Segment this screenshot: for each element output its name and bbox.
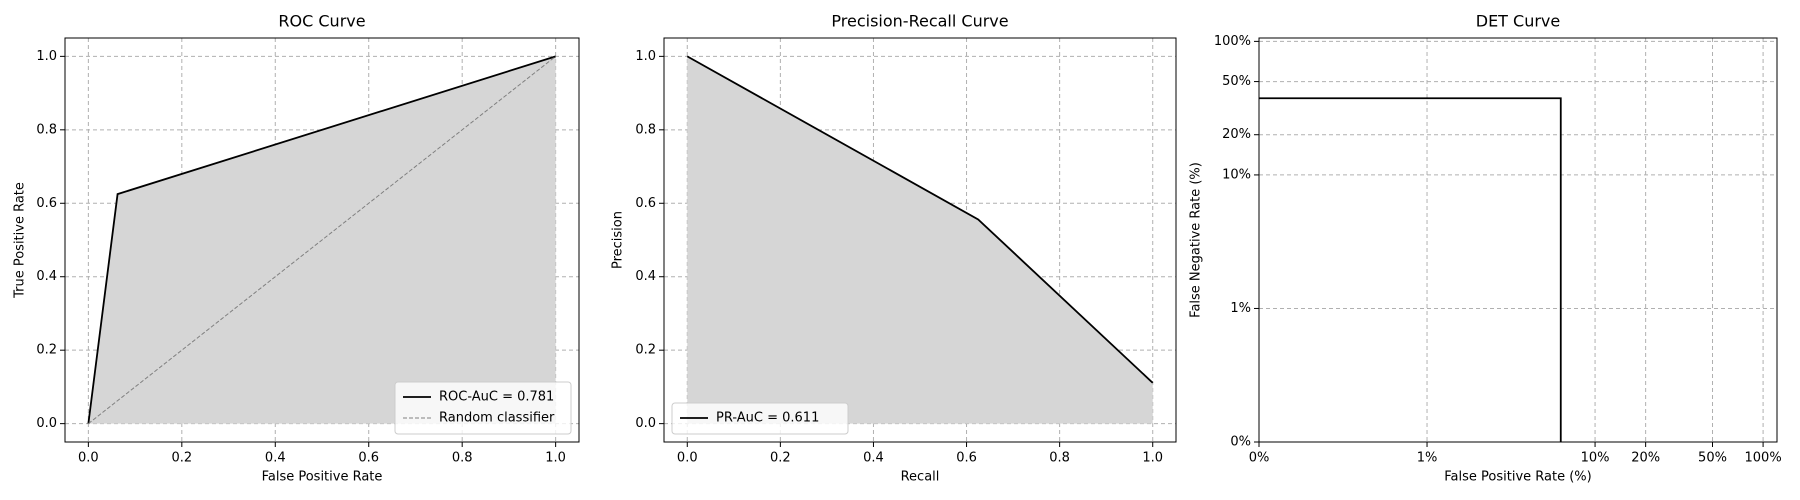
x-tick-label: 1% [1417, 451, 1438, 466]
x-tick-label: 100% [1745, 451, 1782, 466]
y-tick-label: 20% [1222, 127, 1251, 142]
y-tick-label: 0.8 [36, 122, 57, 137]
x-axis-label: False Positive Rate [262, 470, 383, 485]
y-tick-label: 0% [1230, 435, 1251, 450]
y-tick-label: 1.0 [36, 49, 57, 64]
legend: PR-AuC = 0.611 [671, 402, 849, 435]
x-tick-label: 0.8 [452, 451, 473, 466]
curve [1259, 97, 1562, 442]
y-tick-label: 10% [1222, 167, 1251, 182]
axes-frame [64, 37, 580, 443]
curve [87, 55, 556, 424]
y-tick-label: 0.4 [36, 269, 57, 284]
x-tick-label: 0% [1249, 451, 1270, 466]
x-tick-label: 10% [1581, 451, 1610, 466]
curve [686, 55, 1154, 384]
chart-title: ROC Curve [278, 12, 365, 31]
x-tick-label: 0.2 [171, 451, 192, 466]
y-axis-label: True Positive Rate [13, 182, 28, 299]
y-tick-label: 0.6 [635, 196, 656, 211]
x-tick-label: 1.0 [545, 451, 566, 466]
y-tick-label: 1% [1230, 301, 1251, 316]
x-tick-label: 0.8 [1049, 451, 1070, 466]
y-tick-label: 0.2 [635, 343, 656, 358]
x-tick-label: 1.0 [1142, 451, 1163, 466]
legend-label: Random classifier [439, 411, 555, 426]
x-tick-label: 0.6 [358, 451, 379, 466]
curve [88, 55, 556, 425]
legend-box [394, 381, 572, 435]
chart-title: DET Curve [1476, 12, 1561, 31]
x-tick-label: 0.2 [770, 451, 791, 466]
chart-title: Precision-Recall Curve [831, 12, 1008, 31]
legend-box [671, 402, 849, 435]
legend-label: PR-AuC = 0.611 [716, 411, 819, 426]
x-tick-label: 50% [1698, 451, 1727, 466]
y-tick-label: 0.0 [36, 416, 57, 431]
x-tick-label: 0.6 [956, 451, 977, 466]
y-tick-label: 0.4 [635, 269, 656, 284]
y-tick-label: 0.8 [635, 122, 656, 137]
x-tick-label: 0.0 [677, 451, 698, 466]
subplot: ROC Curve False Positive Rate True Positiv… [13, 12, 580, 485]
axes-frame [663, 37, 1177, 443]
subplot: DET Curve False Positive Rate (%) False Ne… [1189, 12, 1782, 485]
y-tick-label: 0.0 [635, 416, 656, 431]
y-tick-label: 50% [1222, 74, 1251, 89]
legend: ROC-AuC = 0.781 Random classifier [394, 381, 572, 435]
y-tick-label: 100% [1214, 34, 1251, 49]
x-tick-label: 20% [1631, 451, 1660, 466]
y-axis-label: False Negative Rate (%) [1189, 162, 1204, 318]
y-axis-label: Precision [611, 211, 626, 269]
legend-label: ROC-AuC = 0.781 [439, 390, 554, 405]
y-tick-label: 0.2 [36, 343, 57, 358]
y-tick-label: 1.0 [635, 49, 656, 64]
area-fill [687, 56, 1153, 424]
subplot: Precision-Recall Curve Recall Precision 0.0… [611, 12, 1177, 485]
x-tick-label: 0.4 [265, 451, 286, 466]
axes-frame [1258, 37, 1778, 443]
x-tick-label: 0.4 [863, 451, 884, 466]
x-axis-label: False Positive Rate (%) [1444, 470, 1591, 485]
y-tick-label: 0.6 [36, 196, 57, 211]
x-axis-label: Recall [901, 470, 940, 485]
x-tick-label: 0.0 [78, 451, 99, 466]
